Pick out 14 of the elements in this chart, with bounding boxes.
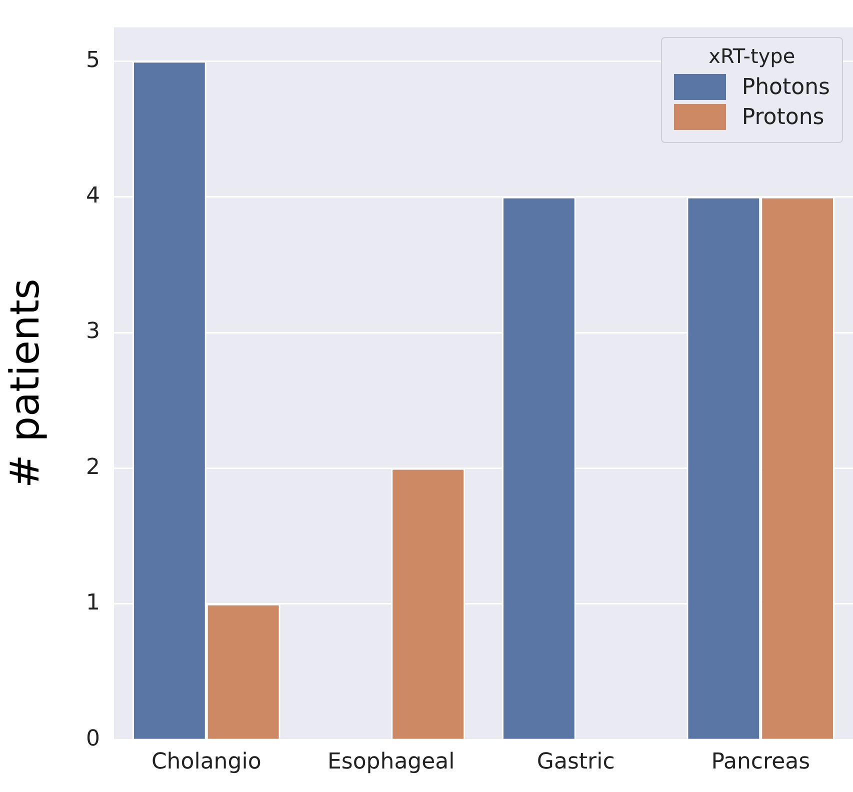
x-tick-label: Gastric: [536, 750, 615, 775]
y-axis-title: # patients: [2, 278, 48, 488]
y-tick-label: 0: [86, 726, 100, 752]
y-tick-label: 5: [86, 48, 100, 73]
y-tick-label: 4: [86, 184, 100, 209]
y-tick-label: 2: [86, 454, 100, 480]
legend-label: Protons: [742, 104, 824, 130]
x-tick-label: Pancreas: [711, 750, 810, 775]
x-tick-label: Esophageal: [327, 750, 455, 775]
y-tick-label: 3: [86, 319, 100, 344]
legend-title: xRT-type: [708, 44, 796, 68]
legend-label: Photons: [742, 74, 830, 100]
y-tick-label: 1: [86, 590, 100, 616]
x-tick-label: Cholangio: [151, 750, 262, 775]
